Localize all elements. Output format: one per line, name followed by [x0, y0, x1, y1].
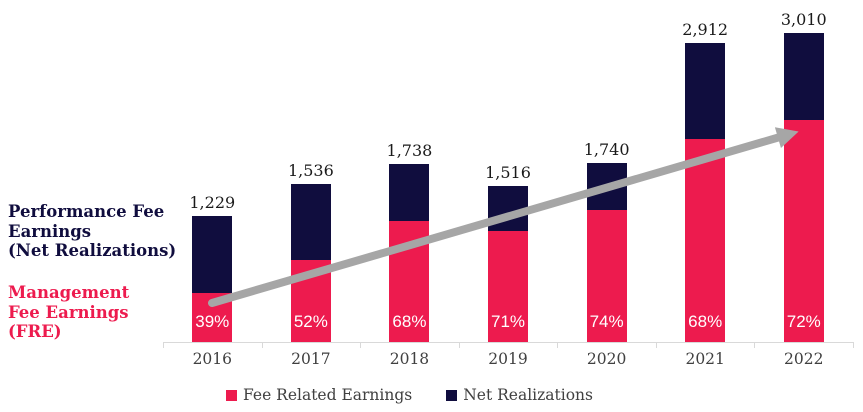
total-value-label: 1,516: [485, 163, 531, 182]
net-realizations-segment: [290, 184, 331, 260]
plot-area: 1,229 39% 2016 1,536 52% 2017 1,738 68% 2018 1,51…: [163, 0, 853, 368]
net-realizations-segment: [192, 216, 233, 293]
fre-percent-label: 52%: [293, 312, 328, 331]
legend-swatch-net-realizations: [446, 389, 458, 401]
series-annotation-performance-fee: Performance Fee Earnings (Net Realizatio…: [8, 202, 178, 261]
legend-swatch-fee-related-earnings: [225, 389, 237, 401]
legend-item-net-realizations: Net Realizations: [446, 386, 593, 404]
net-realizations-segment: [685, 43, 726, 139]
bar-column-2018: 1,738 68% 2018: [360, 0, 459, 368]
annotation-line: (Net Realizations): [8, 241, 177, 260]
legend-label: Net Realizations: [463, 386, 593, 404]
axis-tick: [360, 342, 362, 348]
axis-tick: [261, 342, 263, 348]
year-label: 2022: [784, 350, 824, 368]
legend-label: Fee Related Earnings: [242, 386, 413, 404]
axis-tick: [163, 342, 164, 348]
legend-item-fee-related-earnings: Fee Related Earnings: [225, 386, 413, 404]
net-realizations-segment: [389, 164, 430, 221]
net-realizations-segment: [488, 186, 529, 231]
total-value-label: 1,740: [583, 140, 630, 159]
total-value-label: 1,738: [386, 141, 433, 160]
bar-column-2020: 1,740 74% 2020: [557, 0, 656, 368]
annotation-line: Fee Earnings: [8, 302, 129, 322]
bar-column-2022: 3,010 72% 2022: [754, 0, 853, 368]
series-annotation-management-fee: Management Fee Earnings (FRE): [8, 283, 178, 342]
annotation-line: Management: [8, 283, 130, 302]
fre-percent-label: 71%: [491, 312, 526, 331]
fre-percent-label: 72%: [786, 312, 821, 331]
year-label: 2017: [291, 350, 331, 368]
x-axis-line: [163, 342, 853, 343]
bar-column-2017: 1,536 52% 2017: [262, 0, 361, 368]
fre-percent-label: 74%: [589, 312, 624, 331]
net-realizations-segment: [783, 33, 824, 120]
year-label: 2020: [586, 350, 627, 368]
axis-tick: [557, 342, 559, 348]
year-label: 2021: [685, 350, 725, 368]
fre-percent-label: 68%: [688, 312, 723, 331]
year-label: 2016: [192, 350, 233, 368]
annotation-line: Earnings: [8, 221, 92, 241]
bar-column-2021: 2,912 68% 2021: [656, 0, 755, 368]
fre-percent-label: 39%: [195, 312, 230, 331]
chart-legend: Fee Related Earnings Net Realizations: [0, 386, 841, 404]
axis-tick: [853, 342, 854, 348]
total-value-label: 2,912: [682, 20, 729, 39]
total-value-label: 1,536: [287, 161, 334, 180]
axis-tick: [655, 342, 657, 348]
fre-segment: [783, 120, 824, 342]
net-realizations-segment: [586, 163, 627, 210]
year-label: 2018: [389, 350, 430, 368]
year-label: 2019: [488, 350, 528, 368]
stacked-bar: [685, 43, 726, 342]
bar-column-2016: 1,229 39% 2016: [163, 0, 262, 368]
annotation-line: (FRE): [8, 322, 62, 341]
stacked-bar: [783, 33, 824, 342]
bar-column-2019: 1,516 71% 2019: [459, 0, 558, 368]
annotation-line: Performance Fee: [8, 202, 165, 221]
fre-percent-label: 68%: [392, 312, 427, 331]
axis-tick: [458, 342, 460, 348]
total-value-label: 3,010: [780, 10, 827, 29]
total-value-label: 1,229: [189, 193, 236, 212]
axis-tick: [754, 342, 756, 348]
